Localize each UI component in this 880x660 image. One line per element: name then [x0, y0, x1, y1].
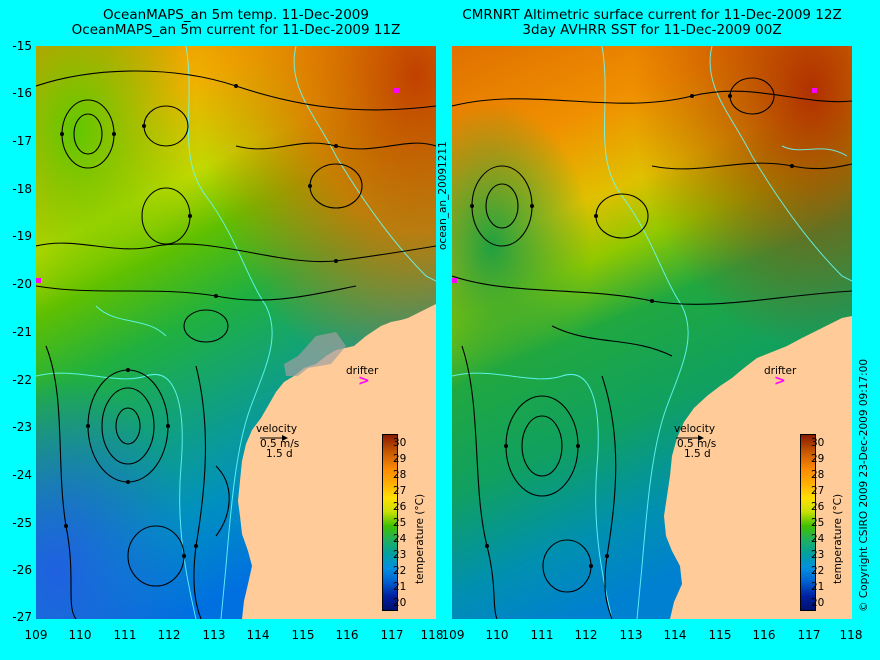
left-velocity-days: 1.5 d — [266, 448, 293, 460]
lat-tick: -24 — [12, 468, 32, 482]
right-current-arrowheads — [470, 94, 794, 568]
left-map-panel — [36, 46, 436, 619]
lon-tick: 115 — [708, 628, 732, 642]
lon-tick: 117 — [380, 628, 404, 642]
colorbar-tick: 29 — [393, 453, 407, 465]
lon-tick: 109 — [24, 628, 48, 642]
colorbar-tick: 25 — [811, 517, 825, 529]
lon-tick: 116 — [335, 628, 359, 642]
lat-tick: -15 — [12, 39, 32, 53]
colorbar-tick: 27 — [811, 485, 825, 497]
lon-tick: 115 — [291, 628, 315, 642]
lat-tick: -26 — [12, 563, 32, 577]
lon-tick: 118 — [839, 628, 863, 642]
lon-tick: 114 — [246, 628, 270, 642]
lon-tick: 118 — [420, 628, 444, 642]
left-colorbar-title: temperature (°C) — [414, 493, 426, 584]
lat-tick: -18 — [12, 182, 32, 196]
lon-tick: 109 — [441, 628, 465, 642]
colorbar-tick: 29 — [811, 453, 825, 465]
right-title-line1: CMRNRT Altimetric surface current for 11… — [462, 7, 842, 23]
lat-tick: -22 — [12, 373, 32, 387]
colorbar-tick: 30 — [811, 437, 825, 449]
lat-tick: -21 — [12, 325, 32, 339]
lon-tick: 113 — [202, 628, 226, 642]
lon-tick: 110 — [68, 628, 92, 642]
left-drifter-arrow-icon: > — [358, 373, 370, 389]
lon-tick: 113 — [619, 628, 643, 642]
right-velocity-days: 1.5 d — [684, 448, 711, 460]
colorbar-tick: 22 — [811, 565, 825, 577]
colorbar-tick: 23 — [393, 549, 407, 561]
right-map-panel — [452, 46, 852, 619]
colorbar-tick: 20 — [393, 597, 407, 609]
left-current-arrowheads — [60, 84, 338, 558]
lon-tick: 117 — [797, 628, 821, 642]
lat-tick: -19 — [12, 229, 32, 243]
lon-tick: 111 — [530, 628, 554, 642]
lon-tick: 116 — [752, 628, 776, 642]
right-map-svg — [452, 46, 852, 619]
right-title-line2: 3day AVHRR SST for 11-Dec-2009 00Z — [522, 22, 782, 38]
left-map-svg — [36, 46, 436, 619]
colorbar-tick: 23 — [811, 549, 825, 561]
left-drifter-label: drifter — [346, 365, 379, 377]
lon-tick: 112 — [574, 628, 598, 642]
right-drifter-label: drifter — [764, 365, 797, 377]
lat-tick: -20 — [12, 277, 32, 291]
lon-tick: 114 — [663, 628, 687, 642]
colorbar-tick: 24 — [811, 533, 825, 545]
colorbar-tick: 26 — [393, 501, 407, 513]
colorbar-tick: 22 — [393, 565, 407, 577]
right-drifter-marker — [812, 88, 817, 93]
right-velocity-scale: 0.5 m/s — [677, 438, 717, 450]
colorbar-tick: 25 — [393, 517, 407, 529]
lon-tick: 111 — [113, 628, 137, 642]
colorbar-tick: 26 — [811, 501, 825, 513]
colorbar-tick: 21 — [811, 581, 825, 593]
lat-tick: -27 — [12, 610, 32, 624]
left-colorbar — [382, 434, 398, 611]
left-velocity-scale: 0.5 m/s — [260, 438, 300, 450]
colorbar-tick: 21 — [393, 581, 407, 593]
colorbar-tick: 30 — [393, 437, 407, 449]
left-velocity-label: velocity — [256, 423, 298, 435]
copyright-label: © Copyright CSIRO 2009 23-Dec-2009 09:17… — [858, 358, 870, 612]
right-drifter-arrow-icon: > — [774, 373, 786, 389]
left-drifter-marker — [394, 88, 399, 93]
lat-tick: -23 — [12, 420, 32, 434]
model-run-label: ocean_an_20091211 — [437, 141, 449, 250]
colorbar-tick: 27 — [393, 485, 407, 497]
right-velocity-label: velocity — [674, 423, 716, 435]
colorbar-tick: 24 — [393, 533, 407, 545]
lat-tick: -16 — [12, 86, 32, 100]
lon-tick: 112 — [157, 628, 181, 642]
colorbar-tick: 28 — [393, 469, 407, 481]
left-title-line2: OceanMAPS_an 5m current for 11-Dec-2009 … — [71, 22, 401, 38]
right-colorbar — [800, 434, 816, 611]
lat-tick: -25 — [12, 516, 32, 530]
colorbar-tick: 28 — [811, 469, 825, 481]
lat-tick: -17 — [12, 134, 32, 148]
left-panel-title: OceanMAPS_an 5m temp. 11-Dec-2009 OceanMA… — [36, 8, 436, 38]
lon-tick: 110 — [485, 628, 509, 642]
right-bathymetry-contours — [452, 46, 852, 619]
right-panel-title: CMRNRT Altimetric surface current for 11… — [452, 8, 852, 38]
left-title-line1: OceanMAPS_an 5m temp. 11-Dec-2009 — [103, 7, 369, 23]
right-colorbar-title: temperature (°C) — [832, 493, 844, 584]
colorbar-tick: 20 — [811, 597, 825, 609]
